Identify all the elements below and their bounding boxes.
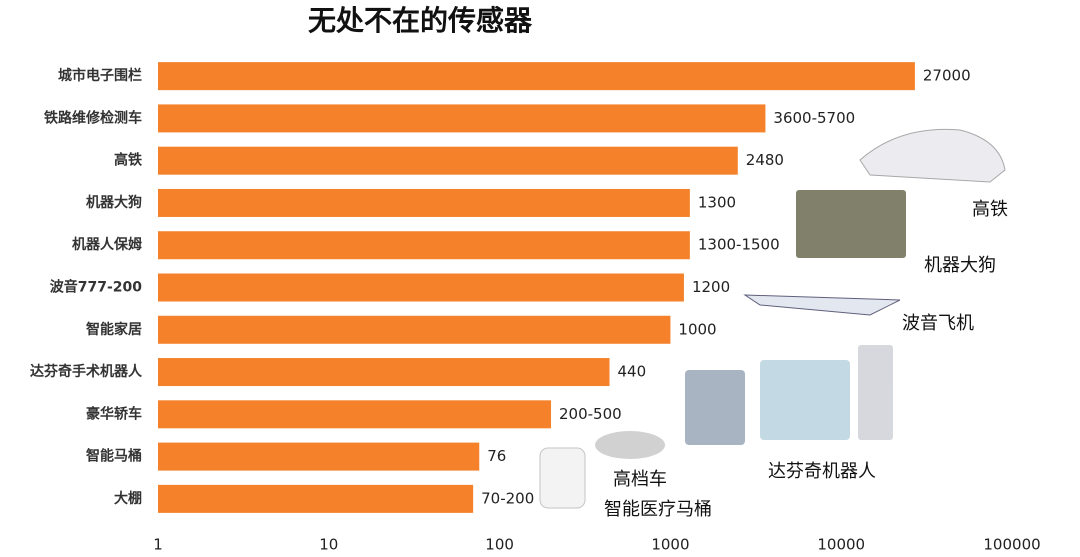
- value-label: 2480: [746, 151, 784, 169]
- y-tick-label: 智能马桶: [85, 448, 142, 465]
- bar: [158, 484, 474, 513]
- bar: [158, 400, 552, 429]
- bar: [158, 231, 690, 260]
- annotation: 高铁: [972, 199, 1008, 220]
- value-label: 27000: [923, 67, 971, 85]
- annotation: 高档车: [613, 469, 667, 490]
- bar: [158, 62, 915, 91]
- x-tick-label: 1000: [651, 536, 689, 554]
- x-tick-label: 100: [485, 536, 514, 554]
- bar: [158, 358, 610, 387]
- illustrations: [539, 128, 1006, 509]
- value-label: 3600-5700: [773, 109, 855, 127]
- y-tick-label: 豪华轿车: [86, 405, 142, 422]
- value-label: 1200: [692, 278, 730, 296]
- y-tick-label: 波音777-200: [50, 279, 143, 296]
- y-tick-label: 机器大狗: [86, 194, 142, 211]
- bar: [158, 273, 684, 302]
- chart-title: 无处不在的传感器: [308, 4, 533, 37]
- y-tick-label: 达芬奇手术机器人: [30, 363, 143, 380]
- value-label: 200-500: [559, 405, 622, 423]
- bar: [158, 104, 766, 133]
- x-tick-label: 1: [153, 536, 163, 554]
- x-tick-label: 10: [319, 536, 338, 554]
- y-tick-label: 智能家居: [85, 321, 142, 338]
- y-tick-label: 铁路维修检测车: [44, 109, 142, 126]
- value-label: 70-200: [481, 489, 534, 507]
- y-tick-label: 高铁: [114, 152, 142, 169]
- value-label: 1300-1500: [698, 236, 780, 254]
- bar: [158, 442, 480, 471]
- y-tick-label: 城市电子围栏: [58, 67, 142, 84]
- bar: [158, 315, 671, 344]
- value-label: 440: [618, 363, 647, 381]
- annotation: 智能医疗马桶: [604, 499, 712, 520]
- y-tick-label: 机器人保姆: [72, 236, 142, 253]
- y-tick-label: 大棚: [114, 490, 142, 507]
- annotation: 达芬奇机器人: [768, 461, 876, 482]
- annotation: 波音飞机: [902, 313, 974, 334]
- x-tick-label: 10000: [817, 536, 865, 554]
- annotation: 机器大狗: [924, 255, 996, 276]
- bar: [158, 188, 690, 217]
- value-label: 1000: [678, 320, 716, 338]
- value-label: 1300: [698, 193, 736, 211]
- x-tick-label: 100000: [983, 536, 1040, 554]
- value-label: 76: [487, 447, 506, 465]
- bar: [158, 146, 738, 175]
